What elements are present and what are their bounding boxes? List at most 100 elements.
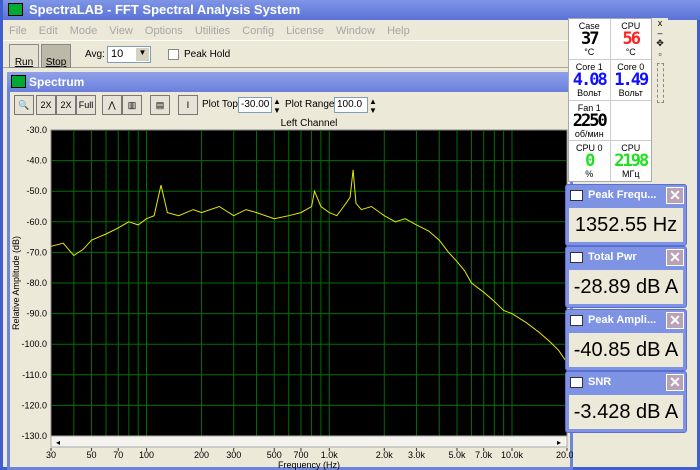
readout-window: SNR ✕ -3.428 dB A bbox=[565, 371, 687, 433]
zoom-out-2x-icon[interactable]: 2X bbox=[56, 95, 76, 115]
monitor-value: 0 bbox=[585, 151, 595, 172]
horizontal-scrollbar[interactable] bbox=[50, 435, 568, 448]
x-tick-label: 10.0k bbox=[501, 450, 524, 460]
monitor-cell: Core 0 1.49 Вольт bbox=[610, 59, 651, 100]
run-button[interactable]: Run bbox=[9, 44, 39, 68]
readout-title: SNR bbox=[588, 376, 612, 388]
run-label: Run bbox=[14, 57, 34, 68]
readout-value: 1352.55 Hz bbox=[569, 208, 683, 242]
scroll-right-icon: ▸ bbox=[557, 438, 561, 447]
close-button[interactable]: ✕ bbox=[666, 249, 684, 266]
monitor-controls: x – ✥ ▫ bbox=[652, 18, 668, 182]
readout-title: Peak Frequ... bbox=[588, 189, 657, 201]
readout-window: Total Pwr ✕ -28.89 dB A bbox=[565, 246, 687, 308]
monitor-value: 1.49 bbox=[614, 69, 649, 90]
x-tick-label: 3.0k bbox=[408, 450, 426, 460]
waveform-icon bbox=[570, 315, 583, 326]
readout-window: Peak Ampli... ✕ -40.85 dB A bbox=[565, 309, 687, 371]
avg-value: 10 bbox=[111, 48, 124, 60]
monitor-label: Core 1 bbox=[575, 61, 603, 72]
y-tick-label: -130.0 bbox=[21, 431, 47, 441]
monitor-value: 2198 bbox=[614, 151, 649, 172]
marker-icon[interactable]: Ⅰ bbox=[178, 95, 198, 115]
x-tick-label: 200 bbox=[194, 450, 209, 460]
stop-button[interactable]: Stop bbox=[41, 44, 71, 68]
menu-view[interactable]: View bbox=[109, 25, 133, 37]
monitor-cell: Fan 1 2250 об/мин bbox=[569, 100, 610, 141]
x-tick-label: 700 bbox=[293, 450, 308, 460]
menu-config[interactable]: Config bbox=[242, 25, 275, 37]
monitor-value: 4.08 bbox=[572, 69, 608, 90]
x-tick-label: 30 bbox=[46, 450, 56, 460]
chevron-down-icon[interactable]: ▼ bbox=[136, 48, 149, 61]
y-tick-label: -50.0 bbox=[26, 186, 47, 196]
pin-icon[interactable]: ▫ bbox=[658, 49, 662, 59]
plot-range-spinner[interactable]: ▲ ▼ bbox=[369, 97, 377, 115]
bar-mode-icon[interactable]: ▥ bbox=[122, 95, 142, 115]
stop-label: Stop bbox=[45, 57, 67, 68]
zoom-out-full-icon[interactable]: Full bbox=[76, 95, 96, 115]
monitor-cell: CPU 2198 МГц bbox=[610, 141, 651, 181]
monitor-label: CPU bbox=[621, 21, 641, 31]
zoom-icon[interactable]: 🔍 bbox=[14, 95, 34, 115]
y-tick-label: -40.0 bbox=[26, 156, 47, 166]
close-button[interactable]: ✕ bbox=[666, 312, 684, 329]
plot-top-input[interactable]: -30.00 bbox=[238, 97, 272, 113]
close-button[interactable]: ✕ bbox=[666, 187, 684, 204]
monitor-unit: % bbox=[585, 169, 594, 180]
x-tick-label: 7.0k bbox=[475, 450, 493, 460]
monitor-label: Core 0 bbox=[617, 61, 645, 72]
title-bar: SpectraLAB - FFT Spectral Analysis Syste… bbox=[3, 0, 700, 20]
monitor-value: 37 bbox=[581, 29, 599, 49]
readout-value: -3.428 dB A bbox=[569, 395, 683, 429]
chart-title: Left Channel bbox=[281, 118, 338, 129]
app-icon bbox=[8, 3, 23, 16]
x-tick-label: 70 bbox=[113, 450, 123, 460]
y-tick-label: -100.0 bbox=[21, 339, 47, 349]
settings-panel-icon[interactable]: ▤ bbox=[150, 95, 170, 115]
readout-title: Peak Ampli... bbox=[588, 314, 657, 326]
move-icon[interactable]: ✥ bbox=[656, 38, 664, 48]
x-tick-label: 2.0k bbox=[376, 450, 394, 460]
y-tick-label: -90.0 bbox=[26, 309, 47, 319]
y-tick-label: -80.0 bbox=[26, 278, 47, 288]
menu-edit[interactable]: Edit bbox=[38, 25, 58, 37]
x-tick-label: 20.0k bbox=[556, 450, 573, 460]
app-title: SpectraLAB - FFT Spectral Analysis Syste… bbox=[29, 2, 301, 17]
menu-help[interactable]: Help bbox=[387, 25, 410, 37]
y-tick-label: -30.0 bbox=[26, 125, 47, 135]
spectrum-title: Spectrum bbox=[29, 75, 85, 89]
monitor-cell: CPU 0 0% bbox=[569, 141, 610, 181]
zoom-in-2x-icon[interactable]: 2X bbox=[36, 95, 56, 115]
scroll-left-icon: ◂ bbox=[56, 438, 60, 447]
menu-options[interactable]: Options bbox=[144, 25, 183, 37]
monitor-label: CPU 0 bbox=[575, 143, 603, 154]
line-mode-icon[interactable]: ⋀ bbox=[102, 95, 122, 115]
readout-value: -40.85 dB A bbox=[569, 333, 683, 367]
monitor-unit: °C bbox=[625, 47, 636, 57]
monitor-scrollbar[interactable] bbox=[656, 63, 664, 103]
menu-file[interactable]: File bbox=[9, 25, 27, 37]
monitor-value: 56 bbox=[622, 29, 641, 49]
x-axis-label: Frequency (Hz) bbox=[278, 460, 340, 470]
close-button[interactable]: ✕ bbox=[666, 374, 684, 391]
plot-top-spinner[interactable]: ▲ ▼ bbox=[273, 97, 281, 115]
minimize-icon[interactable]: – bbox=[657, 28, 663, 38]
menu-mode[interactable]: Mode bbox=[69, 25, 98, 37]
monitor-cell: Case 37 °C bbox=[569, 19, 610, 59]
menu-window[interactable]: Window bbox=[335, 25, 376, 37]
readout-value: -28.89 dB A bbox=[569, 270, 683, 304]
menu-utilities[interactable]: Utilities bbox=[194, 25, 231, 37]
spectrum-toolbar: Plot Top: -30.00 ▲ ▼ Plot Range: 100.0 ▲ ▼… bbox=[10, 94, 570, 118]
plot-top-label: Plot Top: bbox=[202, 99, 241, 110]
plot-range-label: Plot Range: bbox=[285, 99, 338, 110]
peak-hold-checkbox[interactable] bbox=[168, 49, 179, 60]
close-icon[interactable]: x bbox=[657, 18, 663, 28]
plot-range-input[interactable]: 100.0 bbox=[334, 97, 368, 113]
x-tick-label: 5.0k bbox=[448, 450, 466, 460]
menu-license[interactable]: License bbox=[286, 25, 324, 37]
x-tick-label: 300 bbox=[226, 450, 241, 460]
monitor-cell: CPU 56 °C bbox=[610, 19, 651, 59]
avg-select[interactable]: 10 ▼ bbox=[107, 46, 151, 63]
monitor-cell bbox=[610, 100, 651, 141]
